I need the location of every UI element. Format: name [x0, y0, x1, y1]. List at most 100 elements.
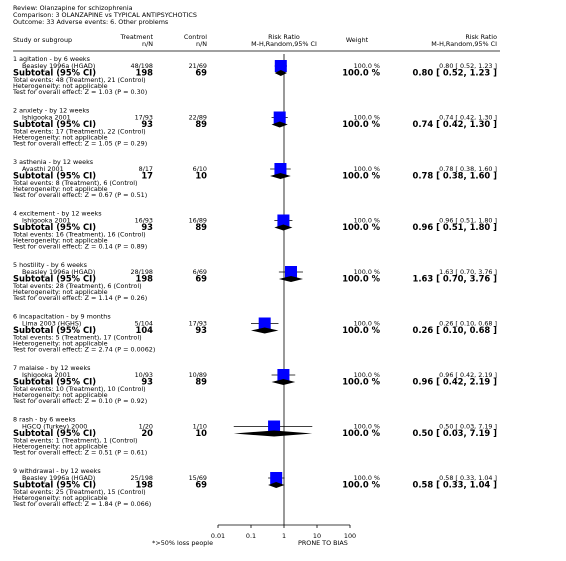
study-header: Study or subgroup — [13, 36, 72, 44]
subtotal-label: Subtotal (95% CI) — [13, 325, 96, 335]
diamond — [251, 327, 279, 334]
effect-box — [285, 266, 298, 278]
control-cell: 6/69 — [193, 268, 207, 276]
study-name: Beasley 1996a (HGAD) — [22, 62, 95, 70]
control-total: 93 — [195, 325, 207, 335]
ci-cell: 0.50 [ 0.03, 7.19 ] — [439, 423, 497, 431]
control-total: 10 — [195, 171, 207, 181]
treatment-cell: 8/17 — [139, 165, 153, 173]
events: Total events: 10 (Treatment), 10 (Contro… — [12, 385, 146, 393]
control-header: n/N — [196, 40, 207, 48]
heterogeneity: Heterogeneity: not applicable — [13, 185, 108, 193]
treatment-cell: 5/104 — [135, 320, 153, 328]
events: Total events: 16 (Treatment), 16 (Contro… — [12, 231, 146, 239]
study-name: Beasley 1996a (HGAD) — [22, 474, 95, 482]
effect-box — [274, 163, 287, 175]
weight-total: 100.0 % — [342, 171, 380, 181]
control-cell: 15/69 — [189, 474, 207, 482]
overall-test: Test for overall effect: Z = 1.84 (P = 0… — [12, 500, 151, 508]
study-name: Avasthi 2001 — [22, 165, 64, 173]
control-cell: 22/89 — [189, 114, 207, 122]
treatment-total: 20 — [141, 428, 153, 438]
treatment-header: Treatment — [119, 33, 153, 41]
overall-test: Test for overall effect: Z = 0.67 (P = 0… — [12, 191, 147, 199]
weight-header: Weight — [346, 36, 369, 44]
treatment-cell: 48/198 — [131, 62, 153, 70]
ci-total: 0.50 [ 0.03, 7.19 ] — [413, 428, 498, 438]
overall-test: Test for overall effect: Z = 0.51 (P = 0… — [12, 449, 147, 457]
control-cell: 6/10 — [193, 165, 207, 173]
treatment-header: n/N — [142, 40, 153, 48]
subtotal-label: Subtotal (95% CI) — [13, 428, 96, 438]
left-label: *>50% loss people — [152, 539, 213, 547]
weight-total: 100.0 % — [342, 222, 380, 232]
heterogeneity: Heterogeneity: not applicable — [13, 82, 108, 90]
treatment-total: 104 — [136, 325, 154, 335]
subgroup-title: 6 incapacitation - by 9 months — [13, 313, 111, 321]
ci-total: 0.78 [ 0.38, 1.60 ] — [413, 171, 498, 181]
subtotal-label: Subtotal (95% CI) — [13, 222, 96, 232]
control-total: 89 — [195, 222, 207, 232]
treatment-total: 198 — [136, 274, 154, 284]
control-cell: 10/89 — [189, 371, 207, 379]
control-cell: 1/10 — [193, 423, 207, 431]
study-name: HGCQ (Turkey) 2000 — [22, 423, 87, 431]
ci-total: 0.96 [ 0.51, 1.80 ] — [413, 222, 498, 232]
ci-total: 0.96 [ 0.42, 2.19 ] — [413, 377, 498, 387]
weight-total: 100.0 % — [342, 68, 380, 78]
plot-header: M-H,Random,95% CI — [251, 40, 317, 48]
weight-cell: 100.0 % — [354, 165, 380, 173]
x-tick-label: 1 — [282, 532, 286, 540]
ci-total: 0.58 [ 0.33, 1.04 ] — [413, 480, 498, 490]
treatment-cell: 10/93 — [135, 371, 153, 379]
effect-box — [274, 60, 287, 72]
effect-box — [277, 369, 290, 381]
heterogeneity: Heterogeneity: not applicable — [13, 494, 108, 502]
diamond — [271, 379, 296, 385]
diamond — [278, 276, 303, 282]
ci-cell: 0.96 [ 0.51, 1.80 ] — [439, 217, 497, 225]
control-total: 10 — [195, 428, 207, 438]
events: Total events: 8 (Treatment), 6 (Control) — [12, 179, 138, 187]
weight-cell: 100.0 % — [354, 423, 380, 431]
ci-cell: 0.80 [ 0.52, 1.23 ] — [439, 62, 497, 70]
subgroup-title: 8 rash - by 6 weeks — [13, 416, 76, 424]
weight-cell: 100.0 % — [354, 474, 380, 482]
weight-cell: 100.0 % — [354, 268, 380, 276]
treatment-total: 93 — [141, 222, 153, 232]
ci-cell: 0.26 [ 0.10, 0.68 ] — [439, 320, 497, 328]
control-header: Control — [184, 33, 207, 41]
treatment-cell: 28/198 — [131, 268, 153, 276]
subgroup-title: 5 hostility - by 6 weeks — [13, 261, 88, 269]
treatment-total: 17 — [141, 171, 153, 181]
control-cell: 17/93 — [189, 320, 207, 328]
plot-header: Risk Ratio — [268, 33, 300, 41]
subtotal-label: Subtotal (95% CI) — [13, 274, 96, 284]
events: Total events: 25 (Treatment), 15 (Contro… — [12, 488, 146, 496]
heterogeneity: Heterogeneity: not applicable — [13, 134, 108, 142]
treatment-cell: 25/198 — [131, 474, 153, 482]
events: Total events: 17 (Treatment), 22 (Contro… — [12, 128, 146, 136]
review: Review: Olanzapine for schizophrenia — [13, 4, 133, 12]
ci-cell: 0.96 [ 0.42, 2.19 ] — [439, 371, 497, 379]
events: Total events: 1 (Treatment), 1 (Control) — [12, 437, 138, 445]
subgroup-title: 2 anxiety - by 12 weeks — [13, 107, 90, 115]
study-name: Beasley 1996a (HGAD) — [22, 268, 95, 276]
subgroup-title: 1 agitation - by 6 weeks — [13, 55, 91, 63]
effect-box — [258, 317, 271, 330]
weight-total: 100.0 % — [342, 377, 380, 387]
heterogeneity: Heterogeneity: not applicable — [13, 340, 108, 348]
ci-cell: 1.63 [ 0.70, 3.76 ] — [439, 268, 497, 276]
effect-box — [273, 111, 286, 124]
ci-cell: 0.78 [ 0.38, 1.60 ] — [439, 165, 497, 173]
ci-total: 0.80 [ 0.52, 1.23 ] — [413, 68, 498, 78]
right-label: PRONE TO BIAS — [298, 539, 348, 547]
control-total: 69 — [195, 480, 207, 490]
control-cell: 16/89 — [189, 217, 207, 225]
subgroup-title: 4 excitement - by 12 weeks — [13, 210, 102, 218]
treatment-total: 198 — [136, 68, 154, 78]
overall-test: Test for overall effect: Z = 2.74 (P = 0… — [12, 346, 155, 354]
ci-total: 0.26 [ 0.10, 0.68 ] — [413, 325, 498, 335]
treatment-cell: 1/20 — [139, 423, 153, 431]
subtotal-label: Subtotal (95% CI) — [13, 119, 96, 129]
